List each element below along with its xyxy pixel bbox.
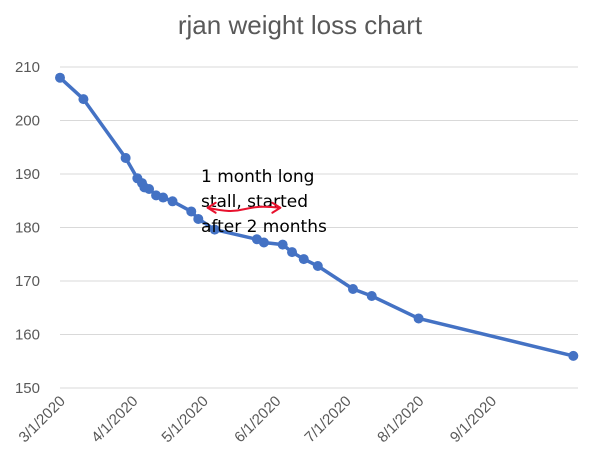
data-point xyxy=(347,284,358,295)
annotation-line: stall, started xyxy=(201,192,308,212)
y-tick-label: 170 xyxy=(15,273,40,290)
data-point xyxy=(287,247,298,258)
data-point xyxy=(78,94,89,105)
annotation-line: after 2 months xyxy=(201,217,327,237)
data-point xyxy=(193,213,204,224)
x-tick-label: 5/1/2020 xyxy=(158,393,211,446)
y-axis-tick-labels: 150 160 170 180 190 200 210 xyxy=(15,59,40,397)
gridlines xyxy=(60,66,578,389)
data-point xyxy=(277,239,288,250)
data-point xyxy=(366,290,377,301)
x-tick-label: 4/1/2020 xyxy=(88,393,141,446)
arrow-shaft xyxy=(206,205,282,212)
data-point xyxy=(167,196,178,207)
data-point xyxy=(298,254,309,265)
data-point xyxy=(120,152,131,163)
x-tick-label: 3/1/2020 xyxy=(16,393,69,446)
data-point xyxy=(413,313,424,324)
data-point xyxy=(144,183,155,194)
x-tick-label: 9/1/2020 xyxy=(447,393,500,446)
data-point xyxy=(55,72,65,83)
data-point xyxy=(258,237,269,248)
y-tick-label: 210 xyxy=(15,59,40,76)
x-axis-tick-labels: 3/1/2020 4/1/2020 5/1/2020 6/1/2020 7/1/2020… xyxy=(16,393,501,446)
y-tick-label: 200 xyxy=(15,113,40,130)
y-tick-label: 190 xyxy=(15,166,40,183)
y-tick-label: 180 xyxy=(15,220,40,237)
data-point xyxy=(209,224,220,235)
data-point xyxy=(186,206,197,217)
data-point xyxy=(158,192,169,203)
arrow-head-left xyxy=(206,201,217,214)
data-series xyxy=(55,72,579,361)
annotation-line: 1 month long xyxy=(201,167,314,187)
y-tick-label: 160 xyxy=(15,327,40,344)
data-point xyxy=(568,350,579,361)
x-tick-label: 7/1/2020 xyxy=(301,393,354,446)
x-tick-label: 8/1/2020 xyxy=(374,393,427,446)
arrow-head-right xyxy=(271,201,282,214)
annotation-arrow xyxy=(206,201,282,214)
data-point xyxy=(312,261,323,272)
chart-title: rjan weight loss chart xyxy=(178,10,423,40)
y-tick-label: 150 xyxy=(15,380,40,397)
x-tick-label: 6/1/2020 xyxy=(231,393,284,446)
annotation-text: 1 month long stall, started after 2 months xyxy=(201,167,327,237)
